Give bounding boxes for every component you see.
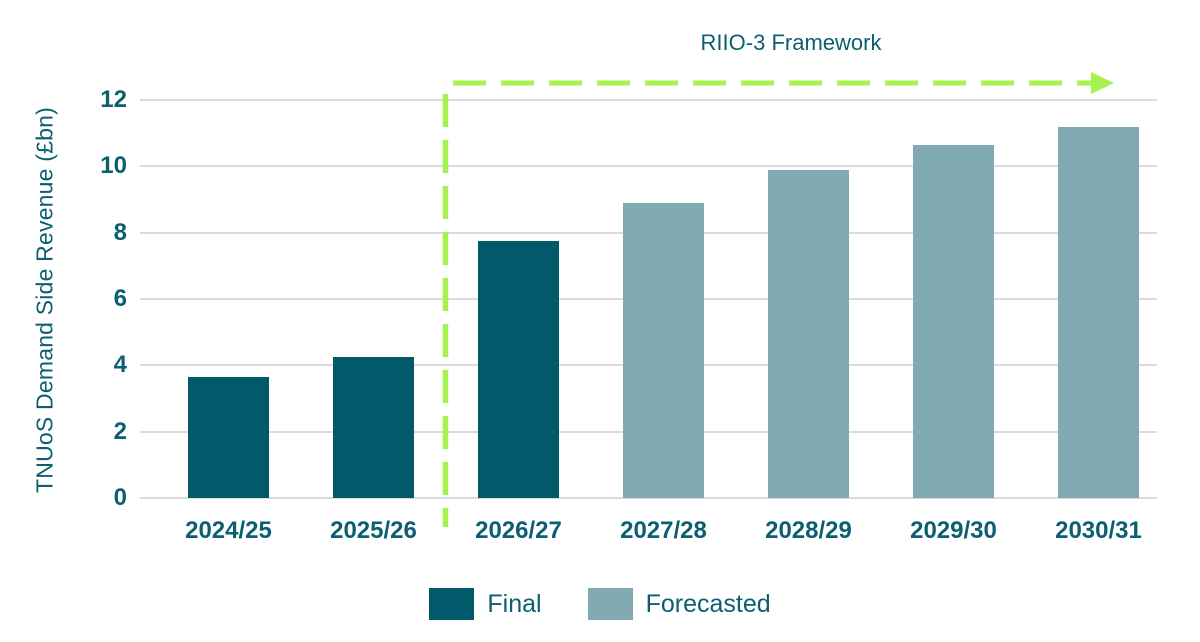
x-tick-label-2030-31: 2030/31 [1055, 517, 1142, 544]
y-tick-label-6: 6 [113, 285, 127, 312]
legend-swatch-final [429, 588, 475, 620]
annotation-label: RIIO-3 Framework [700, 30, 882, 55]
x-tick-label-2024-25: 2024/25 [185, 517, 272, 544]
legend: Final Forecasted [0, 588, 1200, 620]
x-axis-labels: 2024/25 2025/26 2026/27 2027/28 2028/29 2029/… [140, 516, 1157, 550]
bar-2025-26-final [333, 357, 414, 498]
y-tick-label-12: 12 [100, 86, 127, 113]
gridline-y-10 [140, 165, 1157, 168]
x-tick-label-2026-27: 2026/27 [475, 517, 562, 544]
bar-2029-30-forecasted [913, 144, 994, 498]
bar-2024-25-final [188, 376, 269, 498]
x-tick-label-2025-26: 2025/26 [330, 517, 417, 544]
legend-item-final: Final [429, 588, 542, 620]
x-tick-label-2029-30: 2029/30 [910, 517, 997, 544]
y-tick-label-0: 0 [113, 484, 127, 511]
plot-area [140, 99, 1157, 499]
x-tick-label-2027-28: 2027/28 [620, 517, 707, 544]
bar-2030-31-forecasted [1058, 126, 1139, 498]
legend-label-final: Final [487, 590, 542, 618]
bar-2027-28-forecasted [623, 202, 704, 498]
gridline-y-0 [140, 497, 1157, 499]
y-tick-label-10: 10 [100, 152, 127, 180]
bar-2026-27-final [478, 240, 559, 498]
y-tick-label-2: 2 [113, 417, 127, 445]
arrowhead-icon [1091, 72, 1114, 94]
legend-swatch-forecasted [587, 588, 633, 620]
x-tick-label-2028-29: 2028/29 [765, 517, 852, 544]
y-tick-label-4: 4 [113, 351, 127, 379]
legend-label-forecasted: Forecasted [645, 590, 771, 618]
bar-2028-29-forecasted [768, 169, 849, 498]
gridline-y-12 [140, 99, 1157, 101]
y-tick-label-8: 8 [113, 218, 127, 246]
y-axis-tick-labels: 0 2 4 6 8 10 12 [0, 0, 127, 642]
legend-item-forecasted: Forecasted [587, 588, 771, 620]
